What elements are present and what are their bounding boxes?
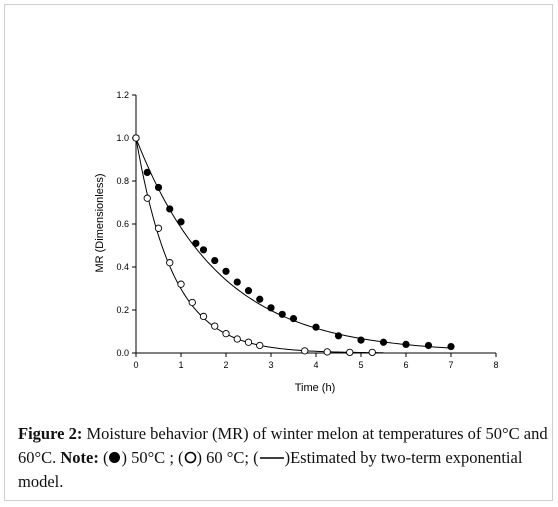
data-point-open: [132, 134, 140, 142]
x-tick-label: 2: [223, 360, 228, 370]
caption-text: Moisture behavior (MR) of winter melon a…: [18, 424, 548, 467]
y-tick-label: 0.4: [116, 262, 129, 272]
data-point-filled: [447, 342, 455, 351]
data-point-filled: [211, 256, 219, 265]
open-circle-icon: [184, 451, 196, 464]
chart-axes: 0 1 2 3 4 5 6 7 8 0.0 0.2 0.4 0.6 0.8 1.0 1.2: [116, 90, 498, 370]
line-icon: [259, 457, 284, 459]
data-point-open: [256, 341, 264, 350]
caption-filled-text: ) 50°C ; (: [121, 448, 184, 467]
x-tick-label: 1: [178, 360, 183, 370]
x-tick-label: 6: [403, 360, 408, 370]
data-point-filled: [267, 304, 275, 312]
data-point-open: [368, 348, 376, 357]
x-tick-label: 5: [358, 360, 363, 370]
x-tick-label: 8: [493, 360, 498, 370]
data-point-filled: [424, 341, 433, 350]
data-points: [132, 134, 455, 357]
data-point-open: [211, 322, 219, 330]
data-point-filled: [256, 295, 264, 303]
data-point-filled: [233, 278, 241, 286]
y-axis-title: MR (Dimensionless): [94, 173, 106, 272]
y-tick-label: 0.6: [116, 219, 129, 229]
data-point-filled: [143, 168, 151, 176]
data-point-open: [154, 224, 163, 232]
data-point-filled: [166, 205, 174, 213]
x-tick-label: 0: [133, 360, 138, 370]
caption-note-label: Note:: [60, 448, 99, 467]
caption-label: Figure 2:: [18, 424, 83, 443]
y-tick-label: 1.2: [116, 90, 129, 100]
data-point-open: [177, 280, 185, 288]
data-point-open: [244, 338, 253, 346]
caption-open-paren: (: [98, 448, 109, 467]
data-point-open: [323, 348, 331, 356]
x-tick-label: 7: [448, 360, 453, 370]
data-point-open: [143, 194, 151, 202]
data-point-filled: [199, 246, 208, 254]
data-point-open: [233, 335, 241, 343]
filled-circle-icon: [109, 452, 121, 463]
data-point-filled: [312, 323, 320, 331]
caption-line-text: )Estimated by two-term exponential model…: [18, 448, 523, 491]
data-point-filled: [192, 239, 200, 247]
data-point-filled: [402, 340, 410, 348]
data-point-filled: [154, 183, 163, 192]
data-point-filled: [278, 310, 286, 318]
data-point-open: [346, 348, 354, 357]
data-point-filled: [334, 332, 343, 340]
x-axis-title: Time (h): [295, 382, 336, 394]
data-point-filled: [244, 287, 253, 295]
data-point-open: [188, 298, 196, 307]
figure-caption: Figure 2: Moisture behavior (MR) of wint…: [18, 422, 548, 494]
data-point-open: [301, 347, 309, 355]
y-tick-label: 0.8: [116, 176, 129, 186]
chart: 0 1 2 3 4 5 6 7 80.00.20.40.60.81.01.2 Time (h) …: [94, 90, 499, 394]
data-point-open: [222, 329, 230, 338]
data-point-filled: [357, 336, 365, 344]
x-tick-label: 4: [313, 360, 318, 370]
data-point-filled: [379, 338, 388, 346]
data-point-filled: [222, 267, 230, 275]
data-point-filled: [289, 314, 298, 323]
y-tick-label: 0.0: [116, 348, 129, 358]
data-point-open: [166, 259, 174, 267]
figure-frame: [4, 4, 553, 501]
y-tick-label: 0.2: [116, 305, 129, 315]
fitted-curve: [135, 137, 384, 354]
data-point-filled: [177, 218, 185, 226]
x-tick-label: 3: [268, 360, 273, 370]
y-tick-label: 1.0: [116, 133, 129, 143]
data-point-open: [199, 312, 208, 321]
caption-open-text: ) 60 °C; (: [196, 448, 259, 467]
